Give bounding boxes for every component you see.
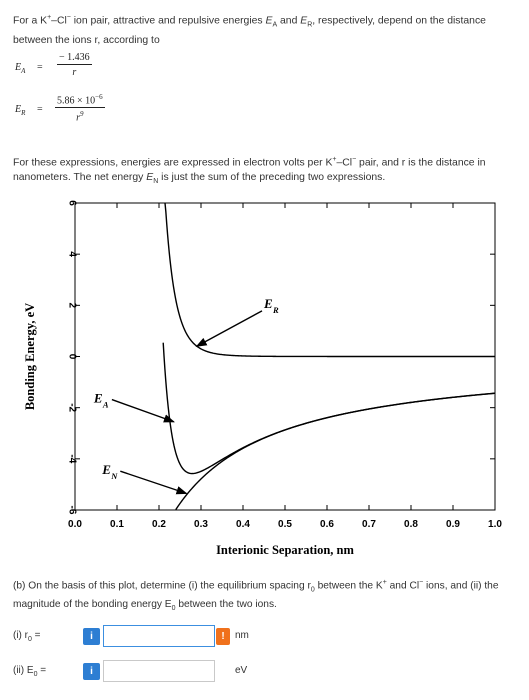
y-tick-label: 2 [66, 303, 77, 309]
x-tick-label: 1.0 [488, 519, 502, 530]
annotation-sub-er: R [272, 305, 279, 315]
annotation-sub-en: N [110, 471, 118, 481]
formula-er-numerator: 5.86 × 10−6 [55, 93, 105, 109]
answer-row-e0: (ii) E0 = i eV [13, 660, 313, 684]
r0-warning-icon[interactable]: ! [216, 628, 230, 645]
annotation-arrow-en [120, 470, 188, 495]
x-tick-label: 0.9 [446, 519, 460, 530]
r0-input[interactable] [103, 625, 215, 647]
question-b: (b) On the basis of this plot, determine… [13, 579, 499, 613]
r0-unit: nm [235, 630, 249, 641]
annotation-label-ea: E [93, 391, 103, 406]
x-tick-label: 0.6 [320, 519, 334, 530]
x-tick-label: 0.7 [362, 519, 376, 530]
r0-label: (i) r0 = [13, 630, 41, 643]
y-axis-label: Bonding Energy, eV [23, 303, 37, 410]
formula-er-denominator: r9 [76, 110, 84, 124]
annotation-arrow-er [195, 310, 263, 347]
x-tick-label: 0.3 [194, 519, 208, 530]
e0-label: (ii) E0 = [13, 665, 47, 678]
bonding-energy-chart: 0.0 0.1 0.2 0.3 0.4 0.5 0.6 0.7 0.8 0.9 1.0 -6 -4 -2 0… [23, 200, 502, 557]
e0-unit: eV [235, 665, 248, 676]
annotation-sub-ea: A [102, 400, 109, 410]
formula-ea: EA = − 1.436 r [15, 52, 92, 78]
r0-info-icon[interactable]: i [83, 628, 100, 645]
annotation-arrow-ea [111, 398, 176, 423]
answer-row-r0: (i) r0 = i ! nm [13, 625, 313, 649]
x-tick-label: 0.8 [404, 519, 418, 530]
series-en-curve [162, 342, 496, 475]
x-tick-label: 0.4 [236, 519, 250, 530]
y-tick-label: -2 [66, 403, 77, 412]
x-tick-label: 0.0 [68, 519, 82, 530]
x-tick-label: 0.2 [152, 519, 166, 530]
expressions-paragraph: For these expressions, energies are expr… [13, 156, 486, 186]
y-tick-label: 6 [66, 200, 77, 206]
y-tick-label: -6 [66, 506, 77, 515]
y-tick-label: -4 [66, 454, 77, 463]
formula-ea-numerator: − 1.436 [57, 52, 92, 65]
intro-text: For a K+–Cl− ion pair, attractive and re… [13, 14, 486, 46]
y-tick-label: 4 [66, 251, 77, 257]
y-tick-label: 0 [66, 354, 77, 360]
x-axis-label: Interionic Separation, nm [216, 543, 354, 557]
formula-er: ER = 5.86 × 10−6 r9 [15, 93, 105, 124]
x-tick-label: 0.1 [110, 519, 124, 530]
formula-ea-denominator: r [72, 67, 77, 78]
series-er-curve [164, 202, 495, 358]
annotation-label-er: E [263, 296, 273, 311]
annotation-label-en: E [101, 462, 111, 477]
e0-input[interactable] [103, 660, 215, 682]
e0-info-icon[interactable]: i [83, 663, 100, 680]
x-tick-label: 0.5 [278, 519, 292, 530]
series-ea-curve [175, 392, 496, 510]
